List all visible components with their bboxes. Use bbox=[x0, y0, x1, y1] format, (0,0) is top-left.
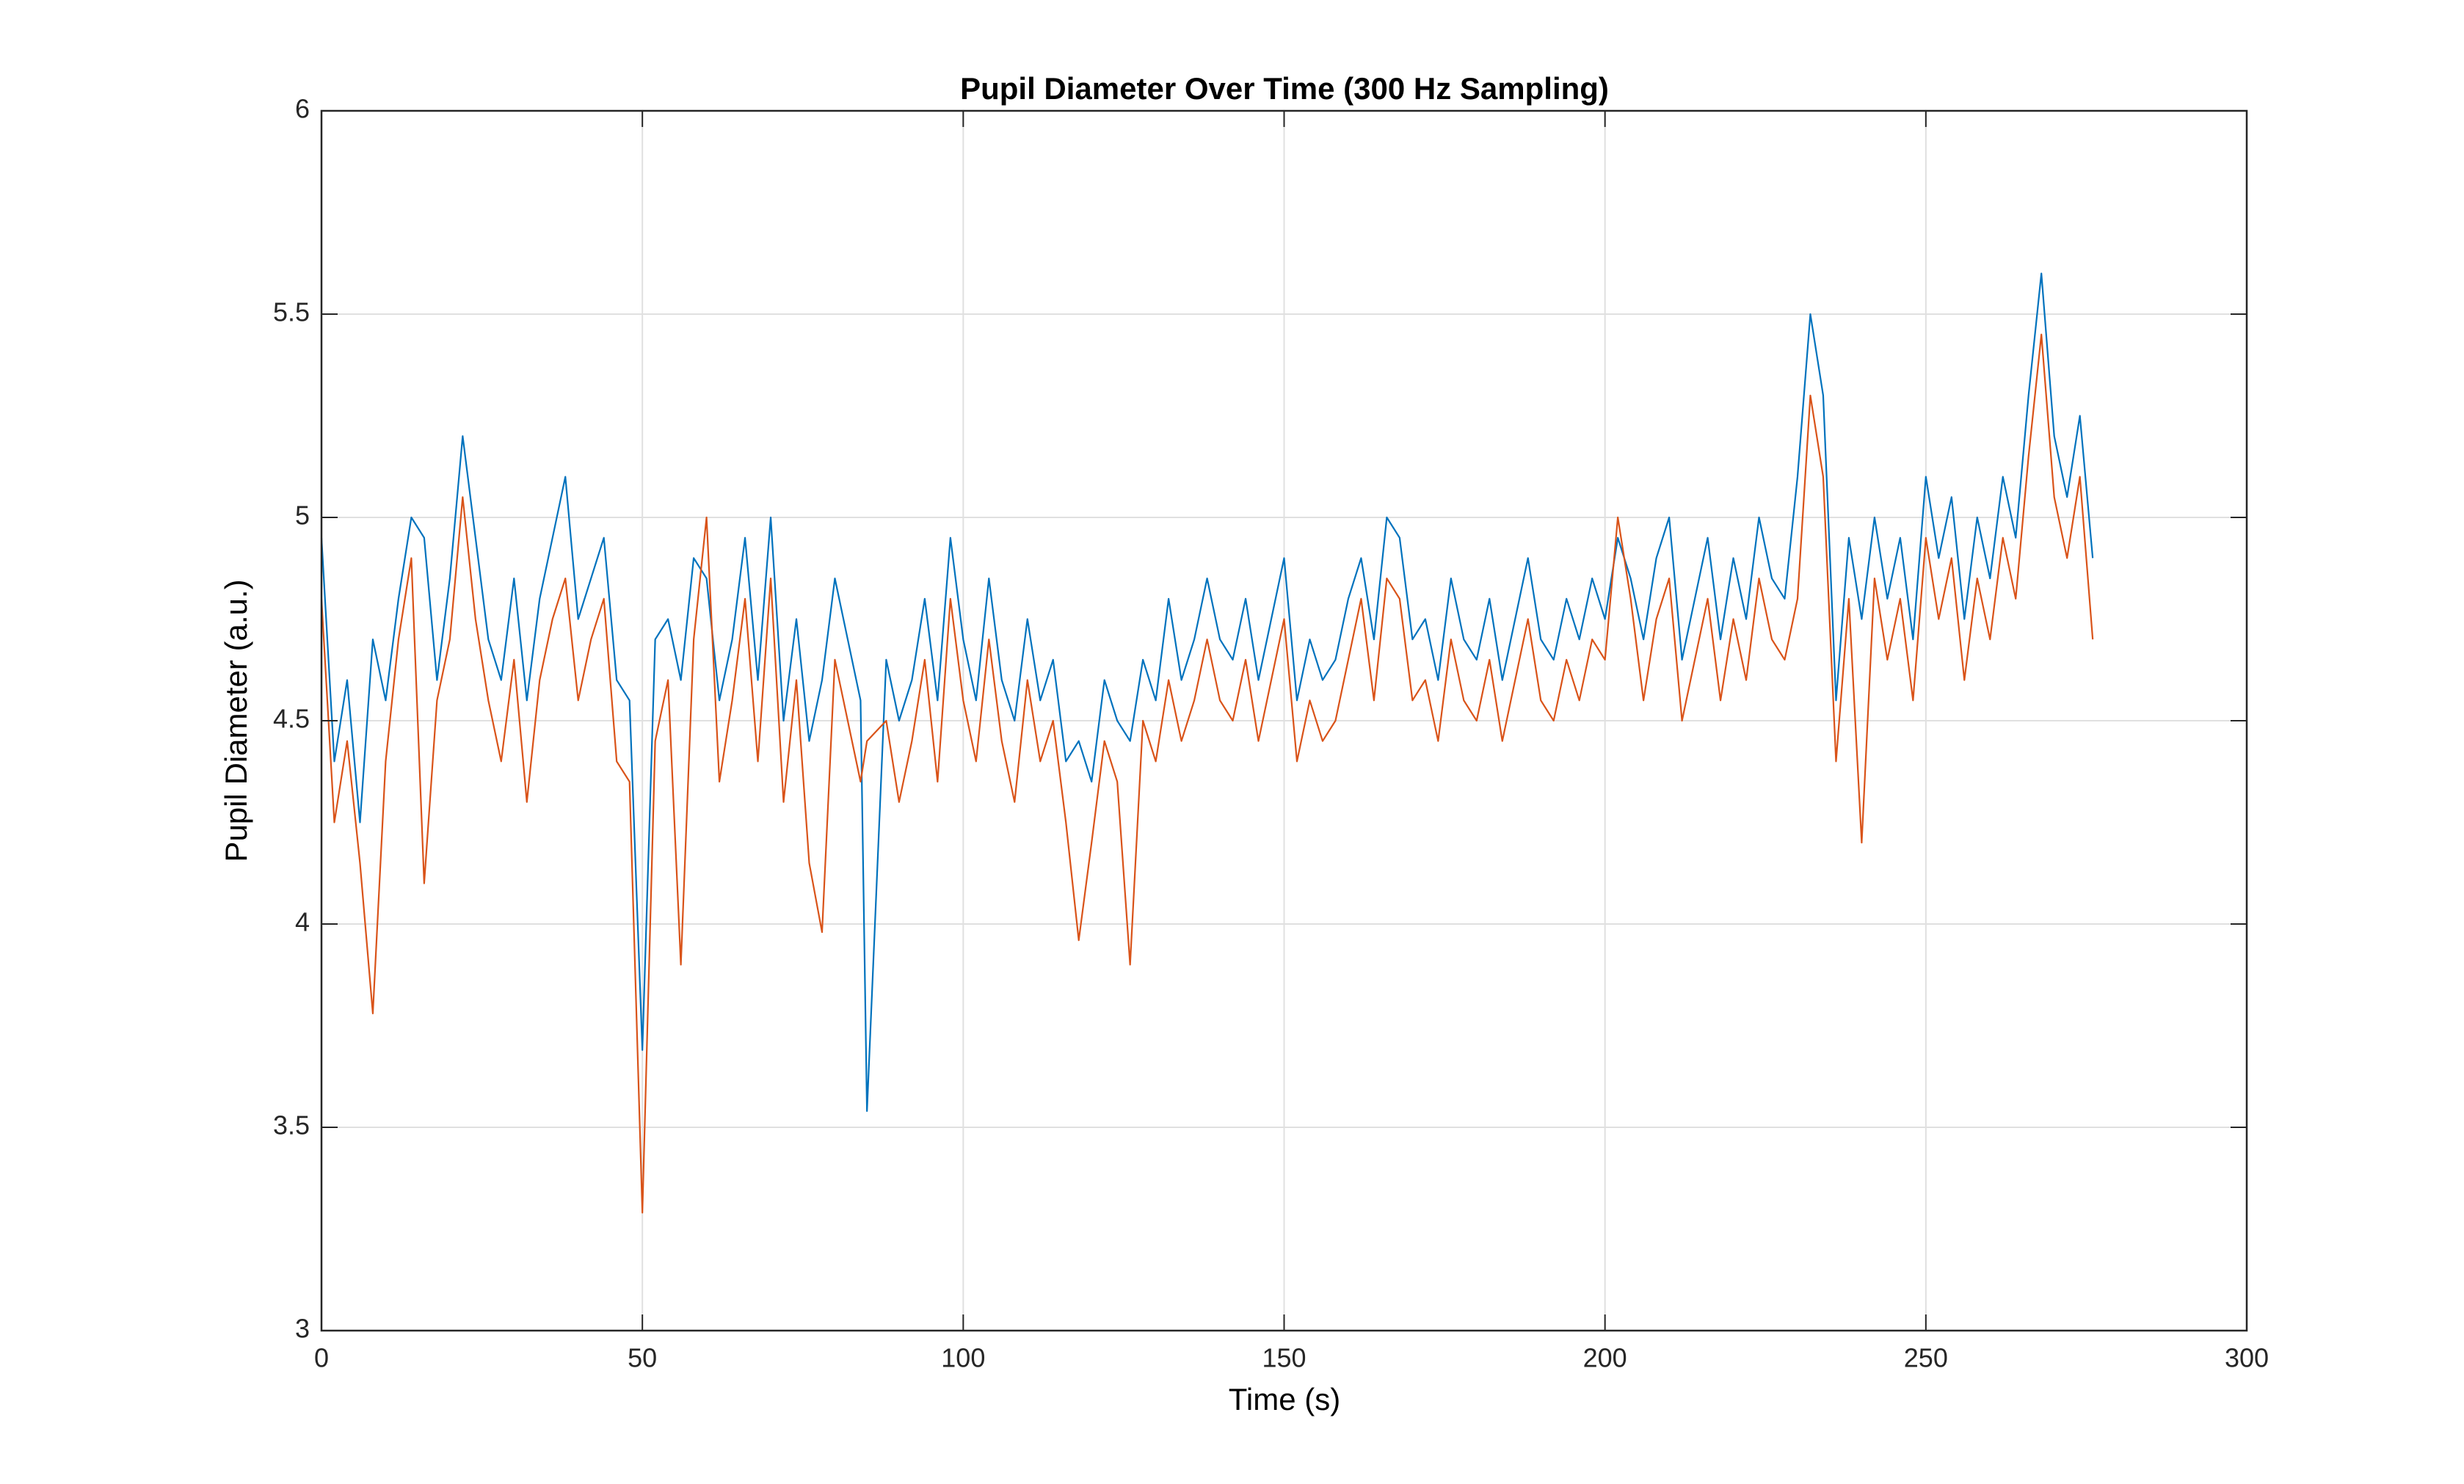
y-axis-label: Pupil Diameter (a.u.) bbox=[219, 579, 253, 862]
x-tick-label: 100 bbox=[941, 1343, 985, 1373]
x-tick-label: 300 bbox=[2225, 1343, 2269, 1373]
chart-title: Pupil Diameter Over Time (300 Hz Samplin… bbox=[960, 71, 1609, 106]
x-axis-label: Time (s) bbox=[1229, 1382, 1340, 1416]
series-line bbox=[320, 272, 2094, 1112]
y-tick-label: 3 bbox=[295, 1314, 310, 1344]
x-tick-label: 50 bbox=[628, 1343, 657, 1373]
series-line bbox=[320, 333, 2094, 1214]
y-tick-label: 6 bbox=[295, 94, 310, 124]
x-tick-label: 0 bbox=[314, 1343, 329, 1373]
plot-area bbox=[320, 272, 2094, 1214]
y-tick-label: 5.5 bbox=[273, 297, 310, 327]
x-tick-label: 200 bbox=[1583, 1343, 1627, 1373]
y-tick-label: 3.5 bbox=[273, 1110, 310, 1141]
x-tick-label: 150 bbox=[1262, 1343, 1306, 1373]
y-tick-label: 4 bbox=[295, 907, 310, 937]
y-tick-label: 5 bbox=[295, 501, 310, 531]
x-tick-label: 250 bbox=[1904, 1343, 1948, 1373]
y-tick-label: 4.5 bbox=[273, 704, 310, 734]
